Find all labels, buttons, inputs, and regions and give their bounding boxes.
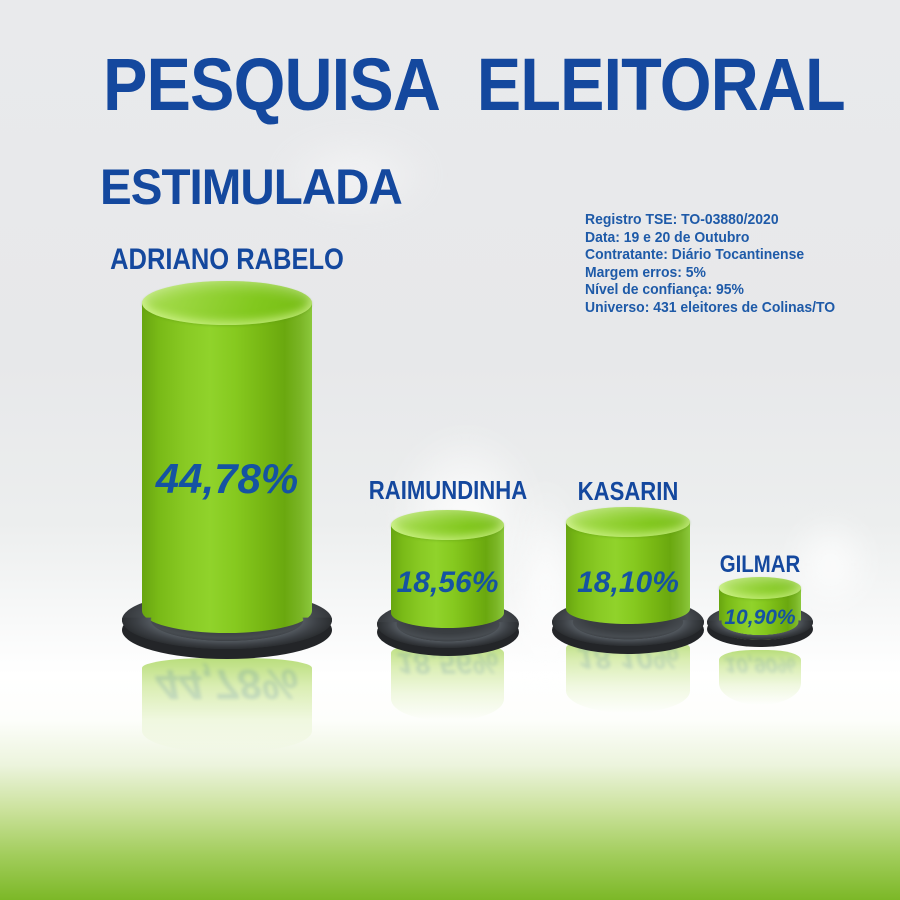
value-label: 44,78%: [155, 455, 299, 502]
cylinder-top-face: [566, 507, 690, 537]
methodology-line: Data: 19 e 20 de Outubro: [585, 228, 750, 246]
bar-cylinder: 18,56%: [391, 510, 504, 628]
candidate-name: RAIMUNDINHA: [368, 475, 527, 505]
background-glow: [240, 115, 470, 235]
bar-reflection: 18,56%: [391, 643, 504, 721]
bar-cylinder: 44,78%: [142, 281, 312, 633]
candidate-name: KASARIN: [577, 476, 679, 506]
bar-reflection: 44,78%: [142, 658, 312, 753]
cylinder-top-face: [719, 577, 801, 599]
bar-reflection: 10,90%: [719, 650, 801, 705]
methodology-line: Universo: 431 eleitores de Colinas/TO: [585, 298, 836, 316]
value-label: 18,56%: [396, 566, 499, 599]
page-subtitle: ESTIMULADA: [100, 159, 403, 215]
methodology-line: Registro TSE: TO-03880/2020: [585, 211, 779, 228]
value-label: 18,10%: [577, 566, 679, 599]
candidate-name: ADRIANO RABELO: [110, 243, 344, 276]
reflected-value-label: 44,78%: [155, 661, 299, 708]
reflected-value-label: 10,90%: [724, 653, 796, 676]
bar-base-front: [707, 620, 813, 640]
methodology-line: Nível de confiança: 95%: [585, 281, 744, 298]
methodology-line: Contratante: Diário Tocantinense: [585, 246, 805, 263]
cylinder-top-face: [142, 281, 312, 325]
page-title: PESQUISA ELEITORAL: [103, 43, 846, 126]
cylinder-top-face: [391, 510, 504, 540]
candidate-name: GILMAR: [719, 551, 801, 578]
methodology-line: Margem erros: 5%: [585, 263, 706, 281]
bar-cylinder: 18,10%: [566, 507, 690, 624]
methodology-block: Registro TSE: TO-03880/2020 Data: 19 e 2…: [585, 211, 835, 316]
